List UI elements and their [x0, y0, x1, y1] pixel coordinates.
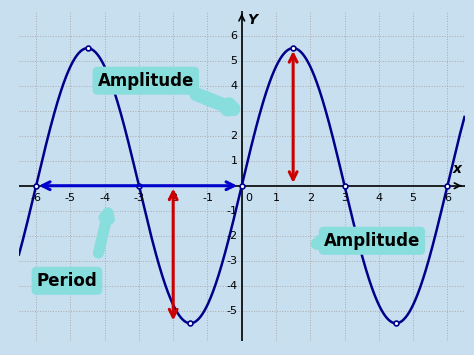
Text: 6: 6 — [231, 31, 237, 41]
Text: 0: 0 — [245, 193, 252, 203]
Text: -4: -4 — [99, 193, 110, 203]
Text: 2: 2 — [307, 193, 314, 203]
Text: Y: Y — [247, 13, 257, 27]
Text: Period: Period — [36, 272, 97, 290]
Text: -4: -4 — [227, 281, 237, 291]
Text: 1: 1 — [231, 156, 237, 166]
Text: 5: 5 — [231, 56, 237, 66]
Text: 4: 4 — [230, 81, 237, 91]
Text: 1: 1 — [273, 193, 280, 203]
Text: 2: 2 — [230, 131, 237, 141]
Text: 6: 6 — [444, 193, 451, 203]
Text: -1: -1 — [202, 193, 213, 203]
Text: Amplitude: Amplitude — [324, 232, 420, 250]
Text: x: x — [452, 162, 461, 176]
Text: -6: -6 — [31, 193, 42, 203]
Text: 5: 5 — [410, 193, 417, 203]
Text: -1: -1 — [227, 206, 237, 216]
Text: -3: -3 — [227, 256, 237, 266]
Text: Amplitude: Amplitude — [98, 72, 194, 90]
Text: -3: -3 — [133, 193, 145, 203]
Text: -2: -2 — [168, 193, 179, 203]
Text: -5: -5 — [65, 193, 76, 203]
Text: 3: 3 — [231, 106, 237, 116]
Text: 3: 3 — [341, 193, 348, 203]
Text: 4: 4 — [375, 193, 383, 203]
Text: -5: -5 — [227, 306, 237, 316]
Text: -2: -2 — [227, 231, 237, 241]
